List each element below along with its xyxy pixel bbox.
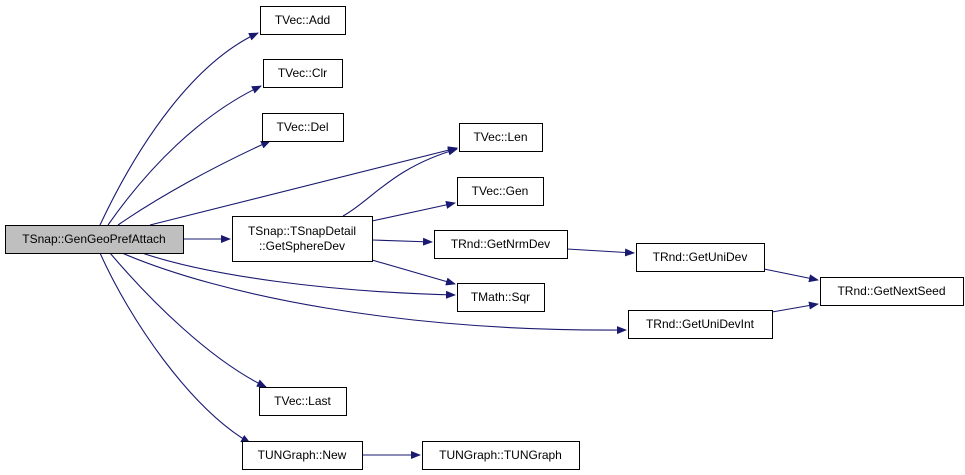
edge-sphere-to-nrm <box>371 237 433 246</box>
edge-root-to-last <box>109 252 267 388</box>
node-box <box>457 283 545 312</box>
node-len[interactable]: TVec::Len <box>459 123 543 152</box>
node-box <box>259 387 347 416</box>
edge-nrm-to-unidev <box>566 248 635 257</box>
node-box <box>260 6 346 35</box>
node-label: TSnap::GenGeoPrefAttach <box>22 232 165 246</box>
node-label: TVec::Del <box>276 120 328 134</box>
edge-sphere-to-sqr <box>371 259 456 286</box>
node-sphere[interactable]: TSnap::TSnapDetail::GetSphereDev <box>232 216 373 262</box>
node-unidev[interactable]: TRnd::GetUniDev <box>636 243 765 272</box>
node-box <box>457 177 544 206</box>
node-label: TRnd::GetUniDev <box>653 250 748 264</box>
node-new[interactable]: TUNGraph::New <box>242 441 363 470</box>
node-label: TUNGraph::TUNGraph <box>439 448 562 462</box>
node-tungraph[interactable]: TUNGraph::TUNGraph <box>422 441 580 470</box>
node-last[interactable]: TVec::Last <box>259 387 347 416</box>
edges <box>99 32 819 459</box>
node-box <box>434 230 568 259</box>
node-label: ::GetSphereDev <box>259 239 345 253</box>
node-box <box>459 123 543 152</box>
node-label: TVec::Add <box>275 13 330 27</box>
edge-root-to-del <box>117 140 271 226</box>
node-box <box>422 441 580 470</box>
edge-root-to-unidevint <box>121 252 627 335</box>
edge-sphere-to-len <box>342 147 458 217</box>
node-sqr[interactable]: TMath::Sqr <box>457 283 545 312</box>
edge-sphere-to-gen <box>371 200 456 222</box>
edge-root-to-clr <box>107 85 262 226</box>
node-box <box>262 113 344 142</box>
node-box <box>628 310 773 339</box>
node-label: TVec::Gen <box>472 184 529 198</box>
node-label: TVec::Last <box>274 394 331 408</box>
node-box <box>636 243 765 272</box>
node-box <box>232 216 373 262</box>
node-del[interactable]: TVec::Del <box>262 113 344 142</box>
node-clr[interactable]: TVec::Clr <box>263 59 343 88</box>
node-nrm[interactable]: TRnd::GetNrmDev <box>434 230 568 259</box>
nodes: TSnap::GenGeoPrefAttach TVec::AddTVec::Cl… <box>5 6 964 470</box>
node-unidevint[interactable]: TRnd::GetUniDevInt <box>628 310 773 339</box>
edge-root-to-new <box>99 252 251 444</box>
edge-unidevint-to-seed <box>771 301 819 313</box>
edge-root-to-add <box>99 32 259 226</box>
root-node[interactable]: TSnap::GenGeoPrefAttach <box>5 225 184 254</box>
node-label: TUNGraph::New <box>258 448 347 462</box>
node-label: TMath::Sqr <box>471 290 530 304</box>
node-box <box>820 277 964 306</box>
node-label: TVec::Len <box>473 130 527 144</box>
node-label: TRnd::GetNrmDev <box>451 237 550 251</box>
node-label: TRnd::GetUniDevInt <box>646 317 755 331</box>
node-label: TRnd::GetNextSeed <box>837 284 945 298</box>
node-box <box>242 441 363 470</box>
node-add[interactable]: TVec::Add <box>260 6 346 35</box>
node-box <box>263 59 343 88</box>
edge-root-to-len <box>149 146 458 226</box>
node-seed[interactable]: TRnd::GetNextSeed <box>820 277 964 306</box>
edge-unidev-to-seed <box>763 268 819 283</box>
edge-root-to-sqr <box>141 252 456 299</box>
node-box <box>5 225 184 254</box>
node-label: TSnap::TSnapDetail <box>248 224 356 238</box>
node-gen[interactable]: TVec::Gen <box>457 177 544 206</box>
node-label: TVec::Clr <box>278 66 327 80</box>
